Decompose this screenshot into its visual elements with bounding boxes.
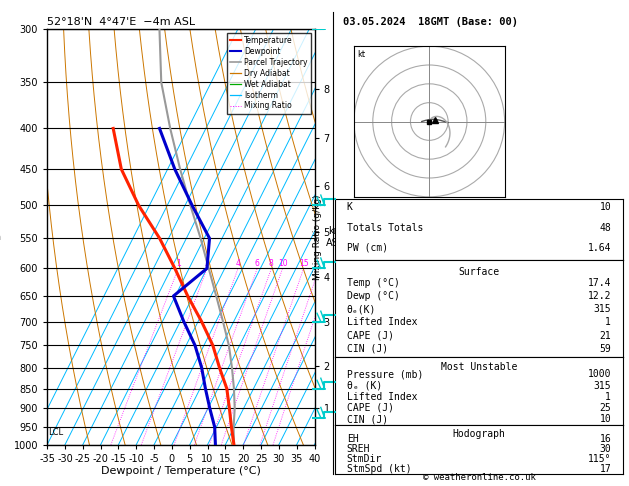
Text: 17: 17 xyxy=(599,464,611,474)
Text: 25: 25 xyxy=(599,403,611,413)
Text: 8: 8 xyxy=(269,260,274,268)
Text: 4: 4 xyxy=(236,260,240,268)
Text: 1: 1 xyxy=(605,317,611,328)
Text: kt: kt xyxy=(358,51,366,59)
Text: Lifted Index: Lifted Index xyxy=(347,317,417,328)
Text: SREH: SREH xyxy=(347,444,370,454)
Text: 12.2: 12.2 xyxy=(587,291,611,301)
Text: θₑ(K): θₑ(K) xyxy=(347,304,376,314)
Text: Dewp (°C): Dewp (°C) xyxy=(347,291,399,301)
X-axis label: Dewpoint / Temperature (°C): Dewpoint / Temperature (°C) xyxy=(101,467,261,476)
Text: CIN (J): CIN (J) xyxy=(347,344,388,354)
Text: K: K xyxy=(347,202,353,212)
Text: Mixing Ratio (g/kg): Mixing Ratio (g/kg) xyxy=(313,194,321,280)
Text: PW (cm): PW (cm) xyxy=(347,243,388,253)
Text: Totals Totals: Totals Totals xyxy=(347,223,423,232)
Text: © weatheronline.co.uk: © weatheronline.co.uk xyxy=(423,473,536,482)
Text: StmDir: StmDir xyxy=(347,454,382,464)
Text: 315: 315 xyxy=(594,304,611,314)
Text: Surface: Surface xyxy=(459,267,499,277)
Text: CAPE (J): CAPE (J) xyxy=(347,403,394,413)
Text: 10: 10 xyxy=(278,260,287,268)
Text: EH: EH xyxy=(347,434,359,444)
Text: 52°18'N  4°47'E  −4m ASL: 52°18'N 4°47'E −4m ASL xyxy=(47,17,195,27)
Text: Pressure (mb): Pressure (mb) xyxy=(347,369,423,380)
Text: Temp (°C): Temp (°C) xyxy=(347,278,399,288)
Text: 59: 59 xyxy=(599,344,611,354)
Text: Lifted Index: Lifted Index xyxy=(347,392,417,402)
Text: 315: 315 xyxy=(594,381,611,391)
Text: 17.4: 17.4 xyxy=(587,278,611,288)
Legend: Temperature, Dewpoint, Parcel Trajectory, Dry Adiabat, Wet Adiabat, Isotherm, Mi: Temperature, Dewpoint, Parcel Trajectory… xyxy=(226,33,311,114)
Text: 10: 10 xyxy=(599,202,611,212)
Text: θₑ (K): θₑ (K) xyxy=(347,381,382,391)
Text: 16: 16 xyxy=(599,434,611,444)
Text: 1: 1 xyxy=(605,392,611,402)
Y-axis label: km
ASL: km ASL xyxy=(326,226,345,248)
Text: 15: 15 xyxy=(299,260,308,268)
Text: 2: 2 xyxy=(204,260,209,268)
Text: StmSpd (kt): StmSpd (kt) xyxy=(347,464,411,474)
Text: Hodograph: Hodograph xyxy=(452,429,506,439)
Text: 30: 30 xyxy=(599,444,611,454)
Text: Most Unstable: Most Unstable xyxy=(441,362,517,372)
Text: 1: 1 xyxy=(176,260,181,268)
Text: 1.64: 1.64 xyxy=(587,243,611,253)
Text: CAPE (J): CAPE (J) xyxy=(347,330,394,341)
Text: 03.05.2024  18GMT (Base: 00): 03.05.2024 18GMT (Base: 00) xyxy=(343,17,518,27)
Text: 10: 10 xyxy=(599,414,611,424)
Y-axis label: hPa: hPa xyxy=(0,232,1,242)
Text: 6: 6 xyxy=(255,260,260,268)
Text: 1000: 1000 xyxy=(587,369,611,380)
Text: LCL: LCL xyxy=(48,428,64,437)
Text: 21: 21 xyxy=(599,330,611,341)
Text: 115°: 115° xyxy=(587,454,611,464)
Text: 48: 48 xyxy=(599,223,611,232)
Text: CIN (J): CIN (J) xyxy=(347,414,388,424)
